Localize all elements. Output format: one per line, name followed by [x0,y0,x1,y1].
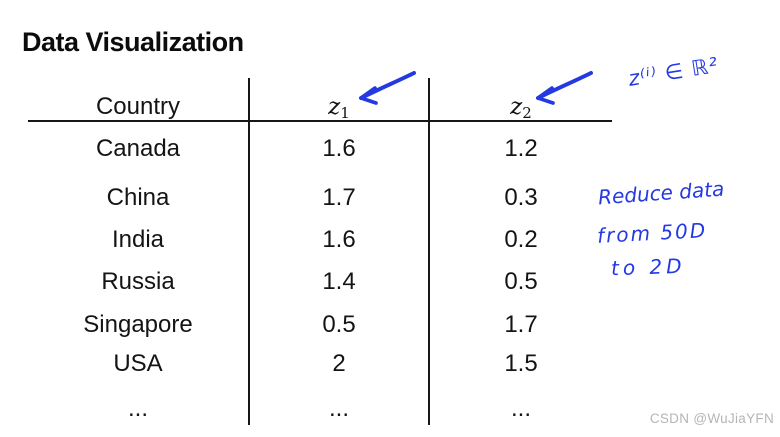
cell-z1: 2 [332,350,346,377]
table-row: USA 2 1.5 [0,348,780,380]
cell-z1: 1.6 [322,226,356,253]
cell-country: ... [127,395,148,422]
cell-z1: 1.6 [322,135,356,162]
cell-z2: 0.2 [504,226,538,253]
table-row: China 1.7 0.3 [0,182,780,214]
table-row: Canada 1.6 1.2 [0,133,780,165]
table-header-underline [28,120,612,122]
watermark: CSDN @WuJiaYFN [649,411,774,426]
page-title: Data Visualization [22,27,244,57]
cell-country: Russia [101,268,175,295]
cell-country: China [106,184,170,211]
cell-z2: ... [510,395,531,422]
cell-z1: 0.5 [322,311,356,338]
cell-z2: 0.5 [504,268,538,295]
z2-symbol: z [510,94,523,120]
table-row-ellipsis: ... ... ... [0,393,780,425]
cell-z2: 1.5 [504,350,538,377]
z1-subscript: 1 [340,104,350,122]
cell-country: Canada [95,135,181,162]
cell-z1: 1.4 [322,268,356,295]
cell-country: Singapore [83,311,193,338]
table-column-divider-2 [428,78,430,425]
cell-z2: 0.3 [504,184,538,211]
z1-symbol: z [328,94,341,120]
cell-z1: 1.7 [322,184,356,211]
cell-country: USA [113,350,163,377]
handwritten-note-line3: to 2D [610,253,686,281]
cell-z2: 1.2 [504,135,538,162]
table-column-divider-1 [248,78,250,425]
table-row: Russia 1.4 0.5 [0,266,780,298]
table-row: Singapore 0.5 1.7 [0,309,780,341]
cell-z2: 1.7 [504,311,538,338]
table-header-row: Country z1 z2 [0,91,780,123]
z2-subscript: 2 [522,104,532,122]
column-header-country: Country [95,93,181,120]
column-header-z1: z1 [250,91,428,123]
cell-country: India [111,226,165,253]
column-header-z2: z2 [430,91,612,123]
handwritten-formula: z⁽ⁱ⁾ ∈ ℝ² [626,53,721,91]
table-row: India 1.6 0.2 [0,224,780,256]
cell-z1: ... [328,395,349,422]
